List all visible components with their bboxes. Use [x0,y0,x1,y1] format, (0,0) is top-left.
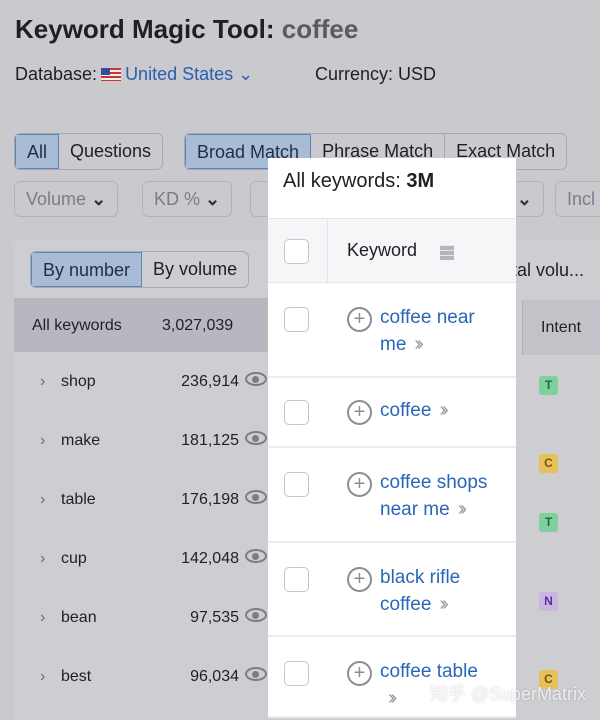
intent-header: Intent [522,300,600,355]
eye-icon[interactable] [245,549,267,563]
add-plus-icon[interactable]: + [347,661,372,686]
group-row[interactable]: › best 96,034 [14,667,269,698]
query-text: coffee [281,14,359,44]
keyword-link[interactable]: coffee table ›› [380,661,478,709]
tab-phrase-match[interactable]: Phrase Match [311,134,446,169]
sort-icon[interactable]: ▬ ▬ ▬ [440,237,454,263]
double-chevron-icon[interactable]: ›› [388,687,398,709]
group-row[interactable]: › bean 97,535 [14,608,269,639]
keyword-row: + coffee shops near me ›› [268,448,516,543]
popup-title: All keywords: 3M [283,170,435,192]
double-chevron-icon[interactable]: ›› [439,399,449,421]
eye-icon[interactable] [245,431,267,445]
chevron-right-icon[interactable]: › [40,491,46,508]
currency-label: Currency: USD [315,64,437,84]
double-chevron-icon[interactable]: ›› [439,593,449,615]
double-chevron-icon[interactable]: ›› [414,333,424,355]
chevron-right-icon[interactable]: › [40,609,46,626]
keyword-row: + coffee ›› [268,378,516,448]
chevron-right-icon[interactable]: › [40,550,46,567]
chevron-right-icon[interactable]: › [40,668,46,685]
us-flag-icon [101,68,122,81]
keywords-popup: All keywords: 3M Keyword ▬ ▬ ▬ + coffee ne… [268,158,516,718]
eye-icon[interactable] [245,608,267,622]
tab-questions[interactable]: Questions [70,141,152,161]
keyword-row: + black rifle coffee ›› [268,543,516,637]
add-plus-icon[interactable]: + [347,472,372,497]
page-title: Keyword Magic Tool: coffee [15,14,359,44]
row-checkbox[interactable] [284,661,309,686]
keyword-link[interactable]: coffee shops near me ›› [380,472,488,520]
row-checkbox[interactable] [284,567,309,592]
chevron-right-icon[interactable]: › [40,432,46,449]
group-row[interactable]: › shop 236,914 [14,372,269,403]
add-plus-icon[interactable]: + [347,567,372,592]
add-plus-icon[interactable]: + [347,400,372,425]
all-keywords-group[interactable]: All keywords 3,027,039 [14,298,269,352]
keyword-row: + coffee near me ›› [268,283,516,378]
double-chevron-icon[interactable]: ›› [457,498,468,520]
tab-all[interactable]: All [15,134,60,169]
intent-badge: N [539,592,558,611]
view-toggle: By number By volume [30,251,250,288]
intent-badge: T [539,513,558,532]
row-checkbox[interactable] [284,307,309,332]
row-checkbox[interactable] [284,400,309,425]
database-selector[interactable]: Database: United States ⌄ [15,64,254,84]
keyword-row: + coffee table ›› [268,637,516,718]
volume-filter[interactable]: Volume ⌄ [14,181,119,217]
keyword-link[interactable]: coffee near me ›› [380,307,475,355]
kd-filter[interactable]: KD % ⌄ [142,181,233,217]
eye-icon[interactable] [245,667,267,681]
keyword-column-header[interactable]: Keyword [347,240,418,260]
group-row[interactable]: › cup 142,048 [14,549,269,580]
row-checkbox[interactable] [284,472,309,497]
intent-badge: T [539,376,558,395]
add-plus-icon[interactable]: + [347,307,372,332]
table-header: Keyword ▬ ▬ ▬ [268,218,516,283]
tab-exact-match[interactable]: Exact Match [456,141,556,161]
type-tabs: All Questions [14,133,164,170]
eye-icon[interactable] [245,372,267,386]
eye-icon[interactable] [245,490,267,504]
keyword-link[interactable]: coffee ›› [380,399,449,421]
chevron-right-icon[interactable]: › [40,373,46,390]
total-volume-label: tal volu... [512,260,585,280]
intent-badge: C [539,454,558,473]
keyword-link[interactable]: black rifle coffee ›› [380,567,461,615]
group-row[interactable]: › table 176,198 [14,490,269,521]
select-all-checkbox[interactable] [284,239,309,264]
group-row[interactable]: › make 181,125 [14,431,269,462]
chevron-down-icon: ⌄ [233,64,254,84]
include-filter[interactable]: Incl [555,181,600,217]
intent-badge: C [539,670,558,689]
by-number-button[interactable]: By number [31,252,143,287]
watermark: 知乎 @SuperMatrix [429,684,586,704]
by-volume-button[interactable]: By volume [153,259,238,279]
